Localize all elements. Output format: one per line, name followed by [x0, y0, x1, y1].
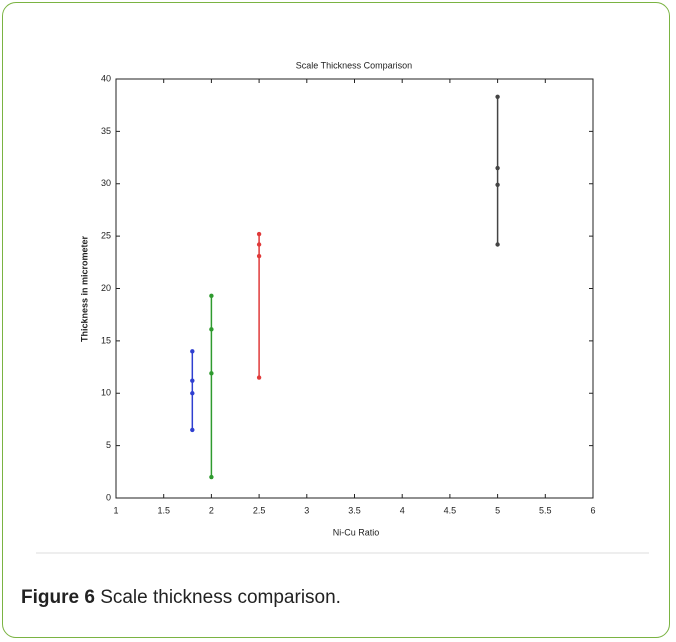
point	[209, 293, 214, 299]
x-tick-label: 5	[495, 505, 500, 515]
x-tick-label: 4	[400, 505, 405, 515]
point	[256, 231, 262, 237]
x-tick-label: 1.5	[157, 505, 170, 515]
x-tick-label: 2.5	[253, 505, 266, 515]
point	[209, 327, 214, 332]
y-tick-label: 35	[101, 126, 111, 136]
x-tick-label: 2	[209, 505, 214, 515]
point	[495, 182, 500, 187]
point	[209, 474, 214, 480]
x-tick-label: 6	[590, 505, 595, 515]
caption-label: Figure 6	[21, 587, 95, 608]
chart: Scale Thickness Comparison Ni-Cu Ratio T…	[36, 60, 649, 554]
x-axis-label: Ni-Cu Ratio	[333, 527, 380, 537]
caption-text: Scale thickness comparison.	[100, 587, 341, 608]
chart-title: Scale Thickness Comparison	[296, 60, 412, 70]
point	[256, 375, 262, 380]
point	[190, 391, 195, 396]
point	[190, 427, 195, 433]
point	[190, 378, 195, 383]
y-tick-label: 40	[101, 73, 111, 83]
point	[256, 242, 262, 247]
y-tick-label: 5	[106, 440, 111, 450]
y-tick-label: 25	[101, 231, 111, 241]
x-tick-label: 3.5	[348, 505, 361, 515]
point	[495, 94, 500, 100]
point	[190, 349, 195, 354]
y-tick-label: 0	[106, 492, 111, 502]
y-tick-label: 10	[101, 388, 111, 398]
x-tick-label: 1	[113, 505, 118, 515]
x-tick-label: 3	[304, 505, 309, 515]
figure-card: Scale Thickness Comparison Ni-Cu Ratio T…	[2, 2, 670, 638]
point	[209, 371, 214, 376]
point	[256, 253, 262, 259]
y-tick-label: 15	[101, 335, 111, 345]
y-tick-label: 20	[101, 283, 111, 293]
point	[495, 165, 500, 171]
point	[495, 242, 500, 247]
y-tick-label: 30	[101, 178, 111, 188]
x-tick-label: 4.5	[444, 505, 457, 515]
caption: Figure 6 Scale thickness comparison.	[21, 587, 341, 609]
x-tick-label: 5.5	[539, 505, 552, 515]
plot-frame	[115, 78, 594, 499]
y-axis-label: Thickness in micrometer	[79, 235, 89, 342]
